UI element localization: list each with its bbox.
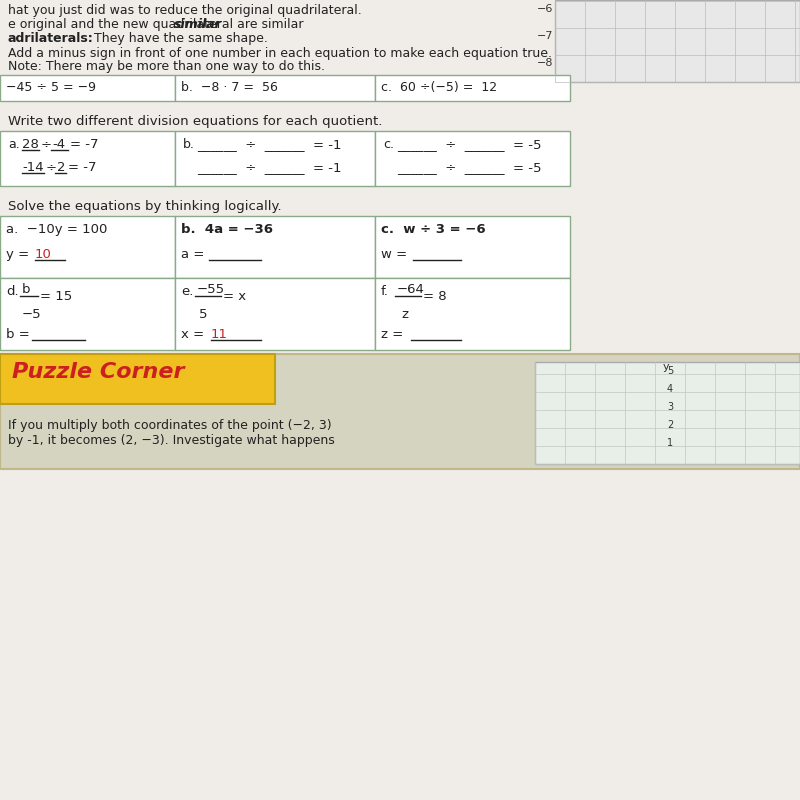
FancyBboxPatch shape	[175, 278, 375, 350]
Text: 5: 5	[199, 308, 207, 321]
Text: b.: b.	[183, 138, 195, 151]
Text: d.: d.	[6, 285, 18, 298]
Text: y: y	[663, 362, 670, 372]
FancyBboxPatch shape	[375, 278, 570, 350]
Text: 2: 2	[667, 420, 674, 430]
Text: w =: w =	[381, 248, 411, 261]
Text: c.: c.	[383, 138, 394, 151]
FancyBboxPatch shape	[175, 131, 375, 186]
Text: 3: 3	[667, 402, 673, 412]
Text: −6: −6	[537, 4, 553, 14]
Text: = 15: = 15	[40, 290, 72, 302]
FancyBboxPatch shape	[0, 216, 175, 278]
FancyBboxPatch shape	[535, 362, 800, 464]
FancyBboxPatch shape	[375, 216, 570, 278]
Text: c.  60 ÷(−5) =  12: c. 60 ÷(−5) = 12	[381, 81, 497, 94]
Text: = -7: = -7	[68, 161, 97, 174]
Text: −8: −8	[537, 58, 553, 68]
FancyBboxPatch shape	[175, 75, 375, 101]
Text: 11: 11	[211, 328, 228, 341]
Text: ______  ÷  ______  = -1: ______ ÷ ______ = -1	[197, 138, 342, 151]
Text: ÷: ÷	[41, 138, 52, 151]
Text: −7: −7	[537, 31, 553, 41]
FancyBboxPatch shape	[0, 354, 275, 404]
Text: z =: z =	[381, 328, 407, 341]
Text: Write two different division equations for each quotient.: Write two different division equations f…	[8, 115, 382, 128]
Text: Solve the equations by thinking logically.: Solve the equations by thinking logicall…	[8, 200, 282, 213]
Text: b =: b =	[6, 328, 34, 341]
FancyBboxPatch shape	[375, 75, 570, 101]
Text: f.: f.	[381, 285, 389, 298]
Text: = x: = x	[223, 290, 246, 302]
FancyBboxPatch shape	[555, 0, 800, 82]
FancyBboxPatch shape	[0, 131, 175, 186]
Text: −45 ÷ 5 = −9: −45 ÷ 5 = −9	[6, 81, 96, 94]
FancyBboxPatch shape	[0, 75, 175, 101]
Text: e.: e.	[181, 285, 194, 298]
Text: a =: a =	[181, 248, 209, 261]
Text: y =: y =	[6, 248, 34, 261]
Text: a.: a.	[8, 138, 20, 151]
Text: by -1, it becomes (2, −3). Investigate what happens: by -1, it becomes (2, −3). Investigate w…	[8, 434, 334, 447]
Text: 28: 28	[22, 138, 39, 151]
Text: b.  −8 · 7 =  56: b. −8 · 7 = 56	[181, 81, 278, 94]
Text: e original and the new quadrilateral are similar: e original and the new quadrilateral are…	[8, 18, 303, 31]
Text: −64: −64	[397, 283, 425, 296]
Text: −5: −5	[22, 308, 42, 321]
Text: b: b	[22, 283, 30, 296]
Text: 4: 4	[667, 384, 673, 394]
Text: a.  −10y = 100: a. −10y = 100	[6, 223, 107, 236]
Text: -14: -14	[22, 161, 44, 174]
Text: They have the same shape.: They have the same shape.	[90, 32, 268, 45]
Text: ÷: ÷	[46, 161, 57, 174]
Text: 10: 10	[35, 248, 52, 261]
FancyBboxPatch shape	[175, 216, 375, 278]
Text: similar: similar	[174, 18, 222, 31]
Text: 5: 5	[667, 366, 674, 376]
Text: -4: -4	[52, 138, 65, 151]
Text: b.  4a = −36: b. 4a = −36	[181, 223, 273, 236]
Text: Add a minus sign in front of one number in each equation to make each equation t: Add a minus sign in front of one number …	[8, 47, 552, 60]
Text: hat you just did was to reduce the original quadrilateral.: hat you just did was to reduce the origi…	[8, 4, 362, 17]
Text: z: z	[401, 308, 408, 321]
Text: 2: 2	[57, 161, 66, 174]
FancyBboxPatch shape	[0, 278, 175, 350]
Text: ______  ÷  ______  = -1: ______ ÷ ______ = -1	[197, 161, 342, 174]
Text: 1: 1	[667, 438, 673, 448]
Text: Note: There may be more than one way to do this.: Note: There may be more than one way to …	[8, 60, 325, 73]
Text: x =: x =	[181, 328, 208, 341]
Text: −55: −55	[197, 283, 225, 296]
Text: If you multiply both coordinates of the point (−2, 3): If you multiply both coordinates of the …	[8, 419, 332, 432]
Text: = 8: = 8	[423, 290, 446, 302]
Text: = -7: = -7	[70, 138, 98, 151]
Text: c.  w ÷ 3 = −6: c. w ÷ 3 = −6	[381, 223, 486, 236]
Text: ______  ÷  ______  = -5: ______ ÷ ______ = -5	[397, 161, 542, 174]
FancyBboxPatch shape	[0, 354, 800, 469]
Text: ______  ÷  ______  = -5: ______ ÷ ______ = -5	[397, 138, 542, 151]
Text: Puzzle Corner: Puzzle Corner	[12, 362, 185, 382]
Text: adrilaterals:: adrilaterals:	[8, 32, 94, 45]
FancyBboxPatch shape	[375, 131, 570, 186]
